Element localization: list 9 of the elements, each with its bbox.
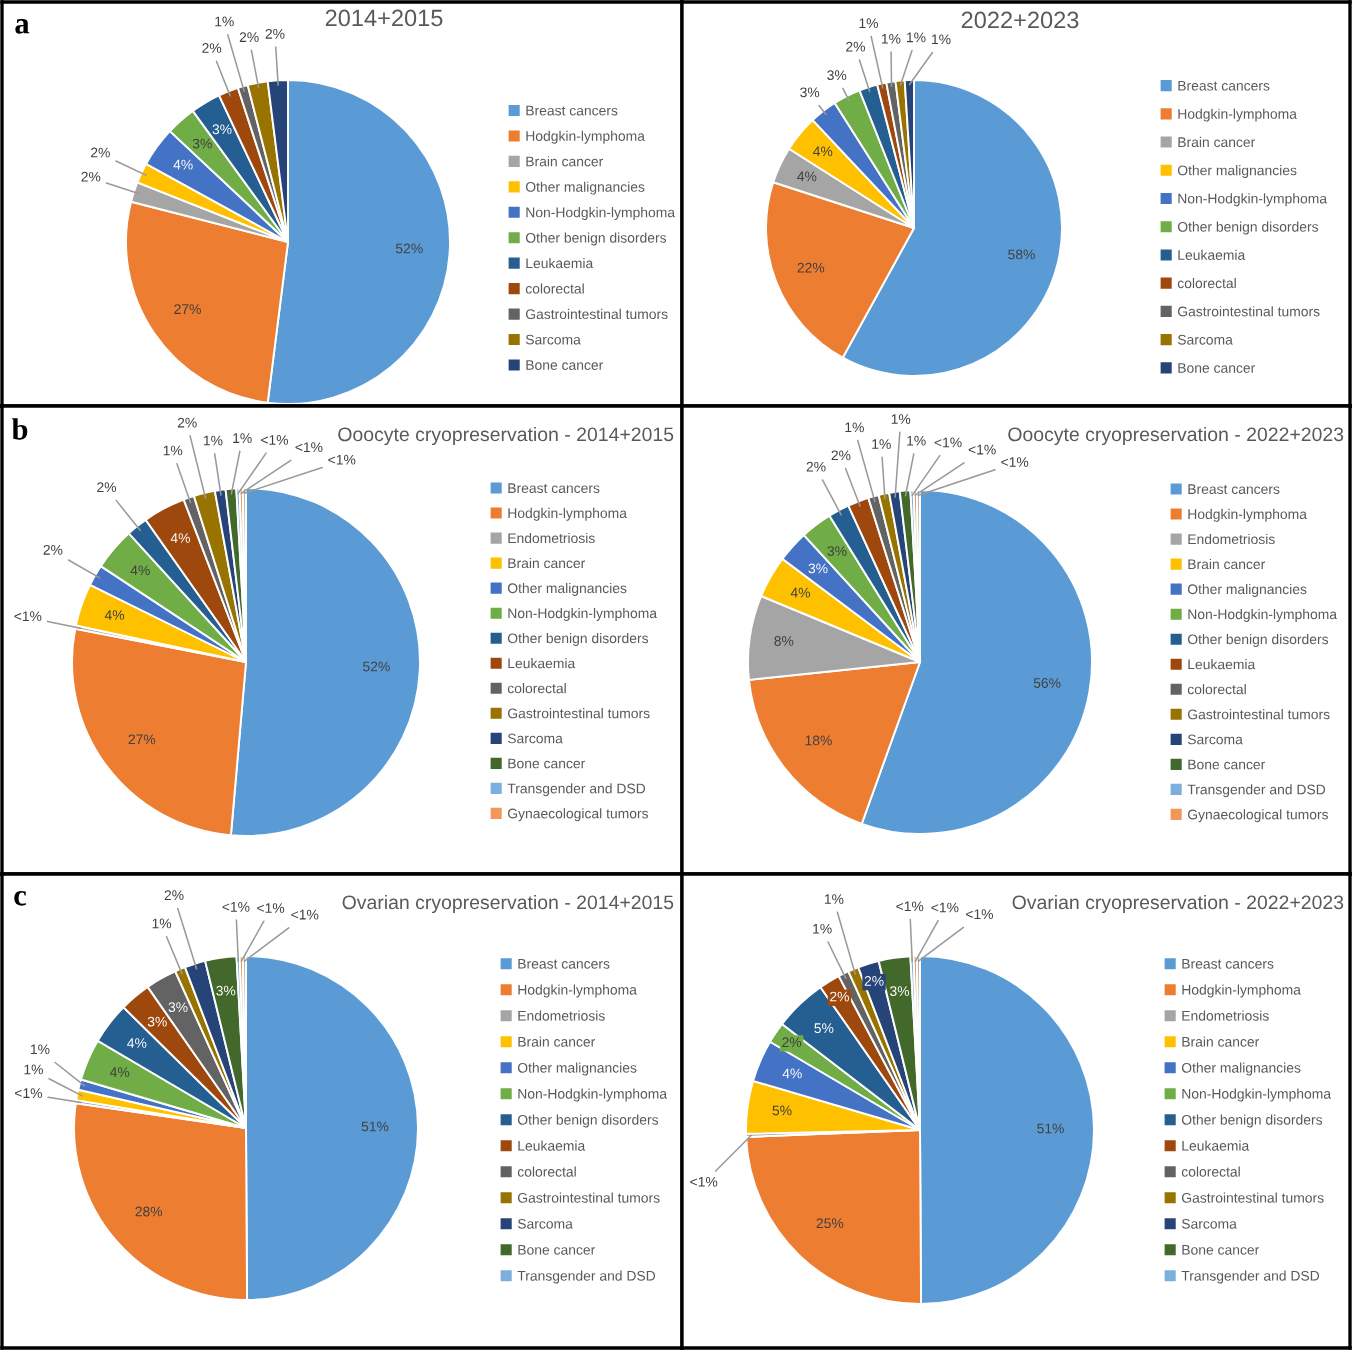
chart-title: Ovarian cryopreservation - 2022+2023	[1012, 894, 1344, 914]
text: b	[11, 418, 28, 440]
text: Ooocyte cryopreservation - 2022+2023	[1008, 426, 1344, 446]
chart-title: Ooocyte cryopreservation - 2014+2015	[338, 426, 674, 446]
chart-title: 2022+2023	[961, 11, 1079, 29]
chart-title: Ovarian cryopreservation - 2014+2015	[342, 894, 674, 914]
chart-title: 2014+2015	[325, 9, 443, 27]
text: a	[15, 19, 30, 34]
text: c	[14, 890, 27, 906]
